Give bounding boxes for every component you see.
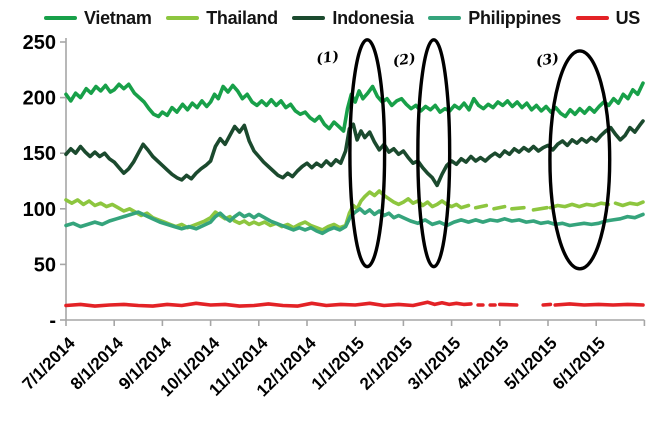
y-tick-label: 250: [23, 32, 56, 54]
y-tick-label: 200: [23, 88, 56, 110]
series-line-us: [497, 302, 519, 307]
legend-swatch-vietnam: [44, 16, 77, 20]
y-tick-label: 150: [23, 143, 56, 165]
legend-label: US: [615, 7, 641, 28]
series-line-us: [64, 300, 473, 308]
series-philippines: [64, 207, 645, 236]
legend-label: Indonesia: [332, 7, 414, 28]
series-line-thailand: [548, 201, 611, 210]
series-line-thailand: [492, 204, 507, 211]
x-tick-label: 4/1/2015: [452, 333, 512, 393]
series-line-thailand: [613, 200, 645, 208]
series-line-thailand: [473, 203, 489, 210]
series-line-philippines: [64, 207, 645, 236]
series-line-thailand: [510, 205, 526, 211]
y-tick-label: 100: [23, 199, 56, 221]
legend-swatch-philippines: [428, 16, 462, 20]
x-tick-label: 3/1/2015: [404, 333, 464, 393]
legend-item-philippines: Philippines: [428, 8, 561, 29]
legend-swatch-indonesia: [292, 16, 326, 20]
legend-item-thailand: Thailand: [166, 8, 278, 29]
series-line-thailand: [64, 189, 471, 232]
legend-item-us: US: [575, 7, 641, 29]
legend-label: Philippines: [468, 7, 561, 28]
legend-label: Vietnam: [84, 7, 152, 28]
series-line-thailand: [531, 205, 549, 212]
legend-swatch-thailand: [166, 16, 200, 20]
annotation-label-3: (3): [535, 51, 560, 70]
x-tick-label: 6/1/2015: [549, 333, 609, 393]
annotation-ellipse-1: [348, 38, 387, 269]
chart-legend: Vietnam Thailand Indonesia Philippines US: [44, 7, 640, 29]
y-tick-label: 50: [34, 254, 56, 276]
annotation-label-2: (2): [392, 51, 417, 70]
annotation-ellipse-3: [548, 49, 612, 271]
annotation-label-1: (1): [315, 49, 340, 68]
series-us: [64, 300, 645, 308]
series-indonesia: [64, 119, 645, 188]
legend-item-indonesia: Indonesia: [292, 7, 414, 29]
annotation-ellipse-2: [416, 38, 452, 269]
y-tick-label: -: [49, 310, 56, 332]
legend-label: Thailand: [206, 7, 278, 28]
legend-item-vietnam: Vietnam: [44, 8, 152, 29]
series-line-us: [553, 302, 645, 307]
series-line-indonesia: [64, 119, 645, 188]
series-line-us: [541, 302, 553, 307]
legend-swatch-us: [575, 16, 609, 20]
